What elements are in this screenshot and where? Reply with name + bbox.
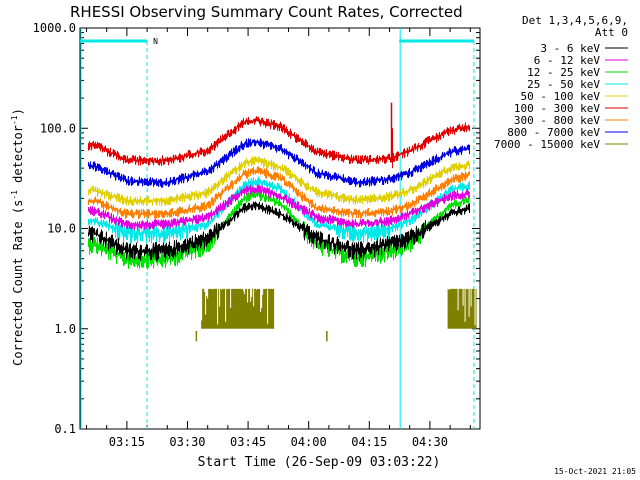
plot-layer: 1000.0 100.0 10.0 1.0 0.1 03:15 03:30 03:45 04:0… [33, 21, 628, 449]
x-tick-label: 03:30 [169, 435, 205, 449]
series-line-3-6kev [88, 201, 470, 262]
y-axis-label-end: ) [11, 108, 25, 115]
y-tick-label: 10.0 [47, 222, 76, 236]
legend-label: 800 - 7000 keV [507, 126, 600, 139]
legend-header-line2: Att 0 [595, 26, 628, 39]
series-line-300-800kev [88, 166, 470, 220]
x-tick-label: 04:00 [291, 435, 327, 449]
series-line-7000-15000kev-block [447, 288, 477, 329]
series-line-7000-15000kev-block [201, 288, 275, 329]
y-axis-label: Corrected Count Rate (s-1 detector-1) [10, 108, 25, 366]
x-tick-label: 04:15 [351, 435, 387, 449]
x-tick-label: 03:15 [109, 435, 145, 449]
y-tick-label: 1000.0 [33, 21, 76, 35]
chart-title: RHESSI Observing Summary Count Rates, Co… [70, 3, 463, 21]
series-line-12-25kev [88, 189, 470, 270]
y-axis-label-mid: detector [11, 125, 25, 190]
night-marker-label: N [153, 37, 158, 46]
y-tick-label: 100.0 [40, 121, 76, 135]
legend-label: 3 - 6 keV [540, 42, 600, 55]
x-axis-label: Start Time (26-Sep-09 03:03:22) [198, 455, 441, 470]
footer-date: 15-Oct-2021 21:05 [554, 467, 636, 476]
legend-label: 50 - 100 keV [521, 90, 601, 103]
y-tick-label: 1.0 [54, 322, 76, 336]
legend-header-line1: Det 1,3,4,5,6,9, [522, 14, 628, 27]
series-line-6-12kev [88, 184, 470, 230]
legend-label: 6 - 12 keV [534, 54, 601, 67]
legend-label: 7000 - 15000 keV [494, 138, 600, 151]
legend-label: 100 - 300 keV [514, 102, 600, 115]
x-tick-label: 03:45 [230, 435, 266, 449]
legend-label: 12 - 25 keV [527, 66, 600, 79]
plot-frame [79, 27, 481, 430]
series-line-800-7000kev [88, 138, 470, 188]
legend-label: 300 - 800 keV [514, 114, 600, 127]
series-line-100-300kev [88, 116, 470, 166]
y-axis-label-main: Corrected Count Rate (s [11, 200, 25, 366]
x-tick-label: 04:30 [412, 435, 448, 449]
y-axis-label-sup1: -1 [10, 190, 19, 200]
y-tick-label: 0.1 [54, 422, 76, 436]
series-line-50-100kev [88, 156, 470, 206]
y-axis-label-sup2: -1 [10, 115, 19, 125]
legend-label: 25 - 50 keV [527, 78, 600, 91]
